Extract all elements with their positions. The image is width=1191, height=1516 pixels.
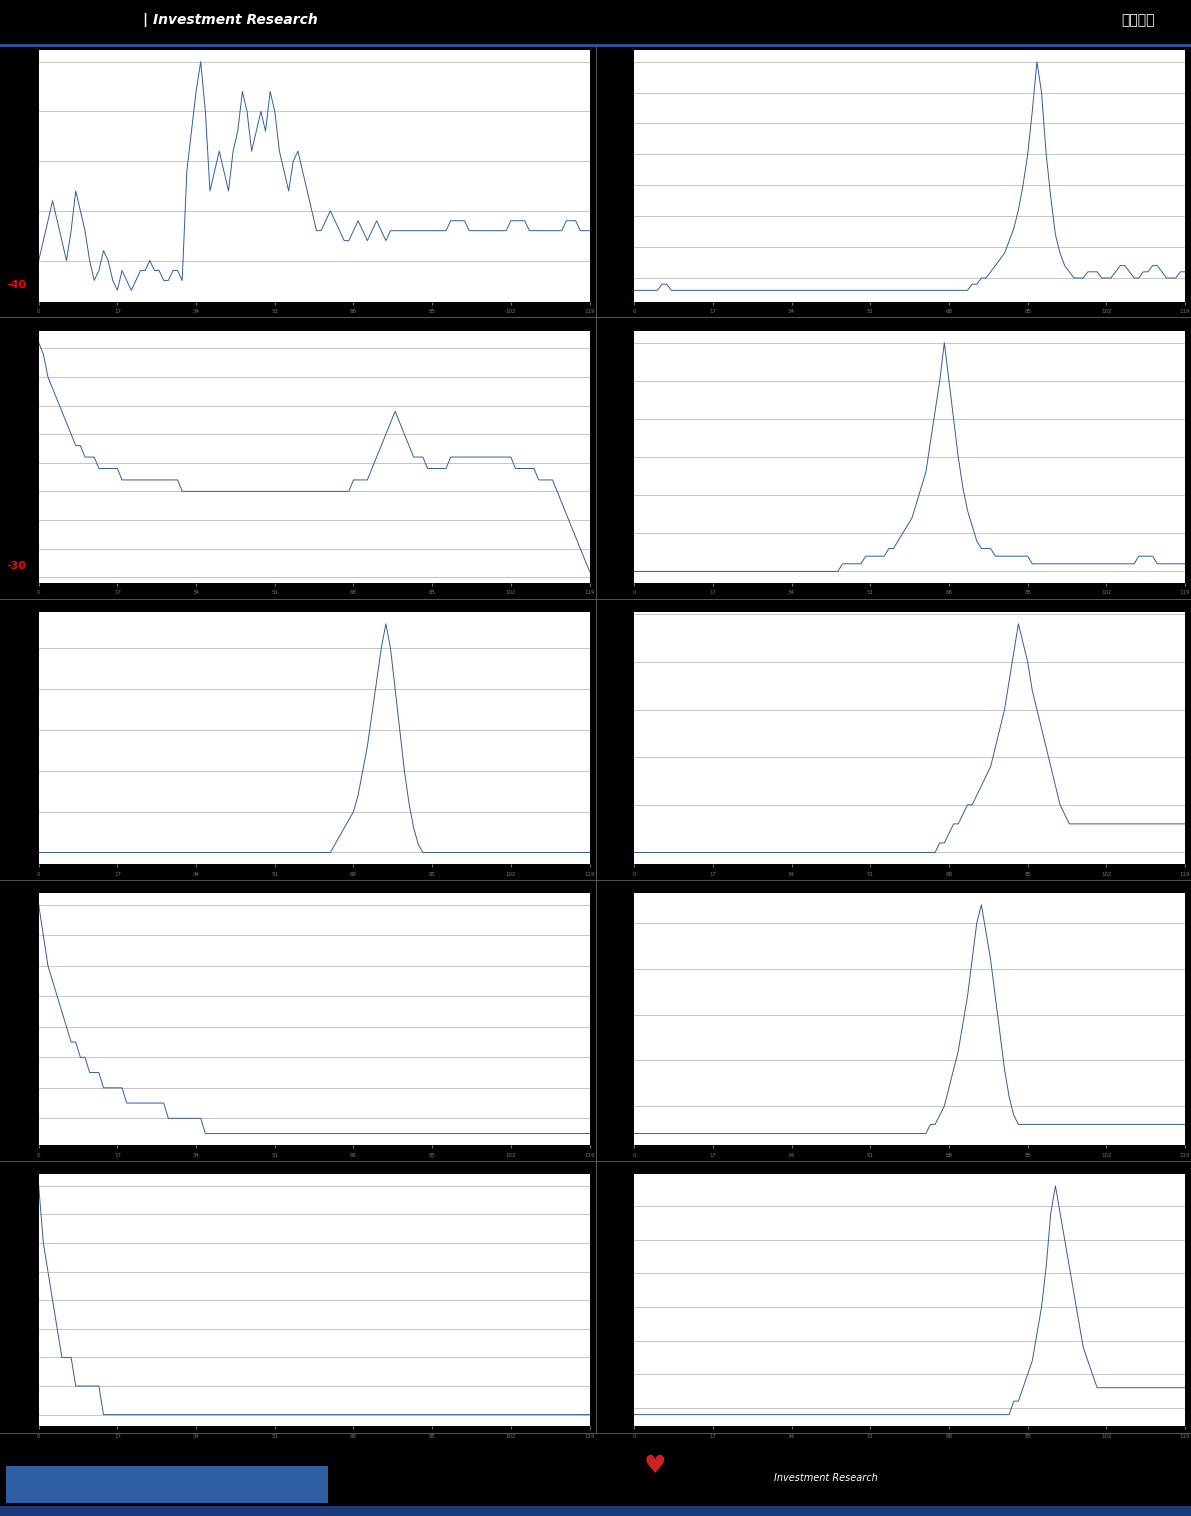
Text: | Investment Research: | Investment Research: [143, 12, 318, 27]
Text: -30: -30: [6, 561, 26, 570]
Text: 估値周报: 估値周报: [1122, 12, 1155, 27]
Text: Investment Research: Investment Research: [774, 1474, 878, 1484]
Text: -40: -40: [6, 279, 26, 290]
Text: ♥: ♥: [644, 1454, 666, 1478]
